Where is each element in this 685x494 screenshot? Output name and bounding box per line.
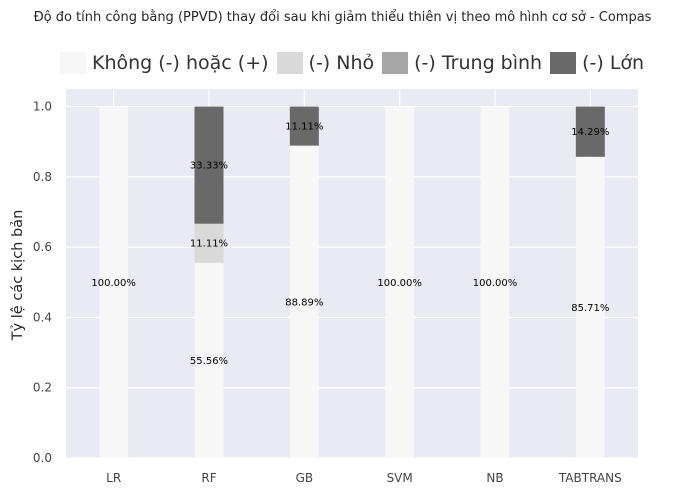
bar-segment-none — [385, 106, 415, 459]
data-label: 14.29% — [571, 127, 609, 138]
legend-swatch-none — [60, 52, 86, 74]
data-label: 100.00% — [473, 278, 518, 289]
data-label: 11.11% — [190, 239, 228, 250]
data-label: 100.00% — [377, 278, 422, 289]
legend-swatch-large — [550, 52, 577, 74]
bar-segment-none — [480, 106, 510, 459]
plot-background — [66, 89, 638, 458]
bar-segment-none — [575, 156, 605, 458]
data-label: 33.33% — [190, 161, 228, 172]
legend-swatch-medium — [382, 52, 409, 74]
x-tick-label: LR — [106, 471, 121, 485]
legend-item-small: (-) Nhỏ — [276, 52, 375, 74]
y-tick-label: 0.2 — [33, 381, 52, 395]
bar-segment-none — [99, 106, 129, 459]
x-tick-label: NB — [486, 471, 503, 485]
bar-segment-none — [194, 262, 224, 458]
x-tick-label: TABTRANS — [558, 471, 622, 485]
legend-label-small: (-) Nhỏ — [308, 52, 375, 74]
bar-segment-none — [289, 145, 319, 458]
bar-segment-large — [194, 106, 224, 224]
y-axis-label: Tỷ lệ các kịch bản — [10, 210, 26, 342]
bar-segment-small — [194, 223, 224, 263]
data-label: 85.71% — [571, 303, 609, 314]
legend-swatch-small — [276, 52, 303, 74]
legend-label-medium: (-) Trung bình — [414, 52, 543, 74]
x-tick-label: GB — [296, 471, 314, 485]
x-tick-label: RF — [201, 471, 216, 485]
data-label: 11.11% — [285, 122, 323, 133]
legend: Không (-) hoặc (+) (-) Nhỏ (-) Trung bìn… — [60, 48, 652, 78]
y-tick-label: 0.8 — [33, 170, 52, 184]
data-label: 55.56% — [190, 356, 228, 367]
data-label: 88.89% — [285, 297, 323, 308]
legend-label-none: Không (-) hoặc (+) — [92, 52, 269, 74]
bar-segment-large — [289, 106, 319, 146]
y-tick-label: 1.0 — [33, 100, 52, 114]
legend-label-large: (-) Lớn — [582, 52, 645, 74]
legend-item-medium: (-) Trung bình — [382, 52, 542, 74]
bar-segment-large — [575, 106, 605, 157]
legend-item-large: (-) Lớn — [550, 52, 644, 74]
chart-title: Độ đo tính công bằng (PPVD) thay đổi sau… — [33, 10, 652, 25]
y-tick-label: 0.0 — [33, 451, 52, 465]
y-tick-label: 0.6 — [33, 240, 52, 254]
y-tick-label: 0.4 — [33, 310, 52, 324]
x-tick-label: SVM — [387, 471, 413, 485]
data-label: 100.00% — [91, 278, 136, 289]
legend-item-none: Không (-) hoặc (+) — [60, 52, 269, 74]
